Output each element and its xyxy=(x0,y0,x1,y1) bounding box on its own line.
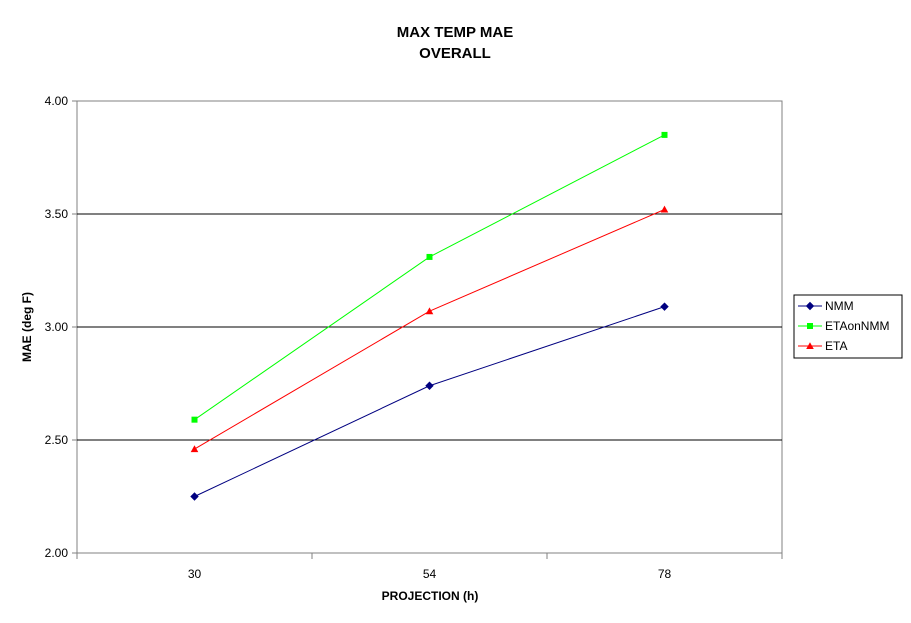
series-layer xyxy=(190,131,669,501)
legend-label: ETAonNMM xyxy=(825,319,889,333)
data-point-triangle xyxy=(660,205,669,213)
series-nmm xyxy=(190,302,669,501)
data-point-diamond xyxy=(660,302,669,311)
chart-title-line-2: OVERALL xyxy=(419,45,491,62)
data-point-square xyxy=(426,253,433,260)
data-point-diamond xyxy=(190,492,199,501)
legend-item-eta: ETA xyxy=(798,339,847,353)
x-tick-label: 54 xyxy=(423,567,437,581)
legend-label: NMM xyxy=(825,299,854,313)
y-tick-label: 3.50 xyxy=(45,207,69,221)
legend: NMM ETAonNMM ETA xyxy=(798,299,889,353)
y-axis-label: MAE (deg F) xyxy=(20,292,34,362)
y-tick-label: 2.00 xyxy=(45,546,69,560)
x-tick-label: 30 xyxy=(188,567,202,581)
legend-swatch-marker xyxy=(806,342,814,350)
x-tick-label: 78 xyxy=(658,567,672,581)
data-point-triangle xyxy=(190,445,199,453)
data-point-square xyxy=(661,131,668,138)
chart-title-line-1: MAX TEMP MAE xyxy=(397,24,513,41)
data-point-square xyxy=(191,416,198,423)
x-axis-label: PROJECTION (h) xyxy=(382,589,479,603)
legend-item-nmm: NMM xyxy=(798,299,854,313)
y-tick-label: 2.50 xyxy=(45,433,69,447)
legend-label: ETA xyxy=(825,339,847,353)
legend-swatch-marker xyxy=(807,323,813,329)
axes: 2.00 2.50 3.00 3.50 4.00 30 54 78 xyxy=(45,94,783,581)
data-point-diamond xyxy=(425,381,434,390)
series-eta xyxy=(190,205,669,453)
series-etaonnmm xyxy=(191,131,668,423)
data-point-triangle xyxy=(425,307,434,315)
legend-item-etaonnmm: ETAonNMM xyxy=(798,319,889,333)
y-tick-label: 3.00 xyxy=(45,320,69,334)
legend-swatch-marker xyxy=(805,301,815,311)
gridlines xyxy=(77,213,782,441)
y-tick-label: 4.00 xyxy=(45,94,69,108)
